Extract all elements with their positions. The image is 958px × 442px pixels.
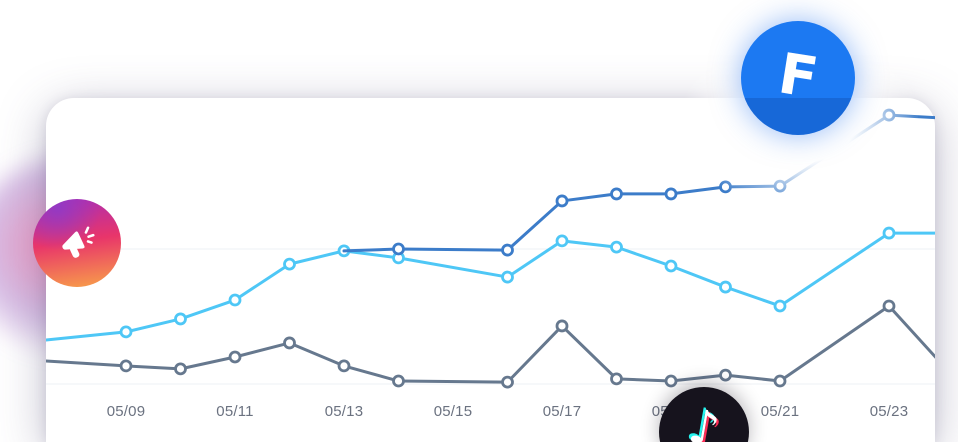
series-gray-data-point[interactable] <box>392 374 405 388</box>
facebook-badge: F <box>741 21 855 135</box>
series-gray-data-point[interactable] <box>337 359 351 373</box>
series-gray-data-point[interactable] <box>610 372 623 386</box>
series-light-blue-data-point[interactable] <box>610 240 623 254</box>
tiktok-note-icon: ♪ <box>684 398 724 442</box>
series-dark-blue-data-point[interactable] <box>501 243 514 257</box>
series-gray-data-point[interactable] <box>228 350 242 364</box>
series-gray-data-point[interactable] <box>555 319 569 333</box>
series-gray-data-point[interactable] <box>664 374 678 388</box>
series-light-blue-data-point[interactable] <box>719 280 732 294</box>
series-light-blue-data-point[interactable] <box>773 299 787 313</box>
series-light-blue-data-point[interactable] <box>119 325 133 339</box>
series-dark-blue-data-point[interactable] <box>610 187 623 201</box>
series-light-blue-data-point[interactable] <box>228 293 242 307</box>
facebook-badge-shade <box>741 98 855 135</box>
series-dark-blue-data-point[interactable] <box>555 194 569 208</box>
series-gray-data-point[interactable] <box>501 375 514 389</box>
instagram-badge <box>33 199 121 287</box>
series-light-blue-data-point[interactable] <box>555 234 569 248</box>
series-gray-data-point[interactable] <box>882 299 896 313</box>
series-dark-blue-data-point[interactable] <box>392 242 405 256</box>
series-light-blue-data-point[interactable] <box>283 257 296 271</box>
chart-canvas[interactable] <box>46 98 935 442</box>
series-light-blue-data-point[interactable] <box>664 259 678 273</box>
series-light-blue-data-point[interactable] <box>882 226 896 240</box>
megaphone-icon <box>62 226 95 258</box>
series-gray-data-point[interactable] <box>719 368 732 382</box>
series-light-blue-data-point[interactable] <box>501 270 514 284</box>
tiktok-badge: ♪ ♪ ♪ <box>659 387 749 442</box>
series-gray-data-point[interactable] <box>773 374 787 388</box>
series-light-blue-data-point[interactable] <box>174 312 187 326</box>
series-gray-data-point[interactable] <box>283 336 296 350</box>
series-dark-blue-data-point[interactable] <box>664 187 678 201</box>
series-gray-data-point[interactable] <box>174 362 187 376</box>
series-gray-data-point[interactable] <box>119 359 133 373</box>
